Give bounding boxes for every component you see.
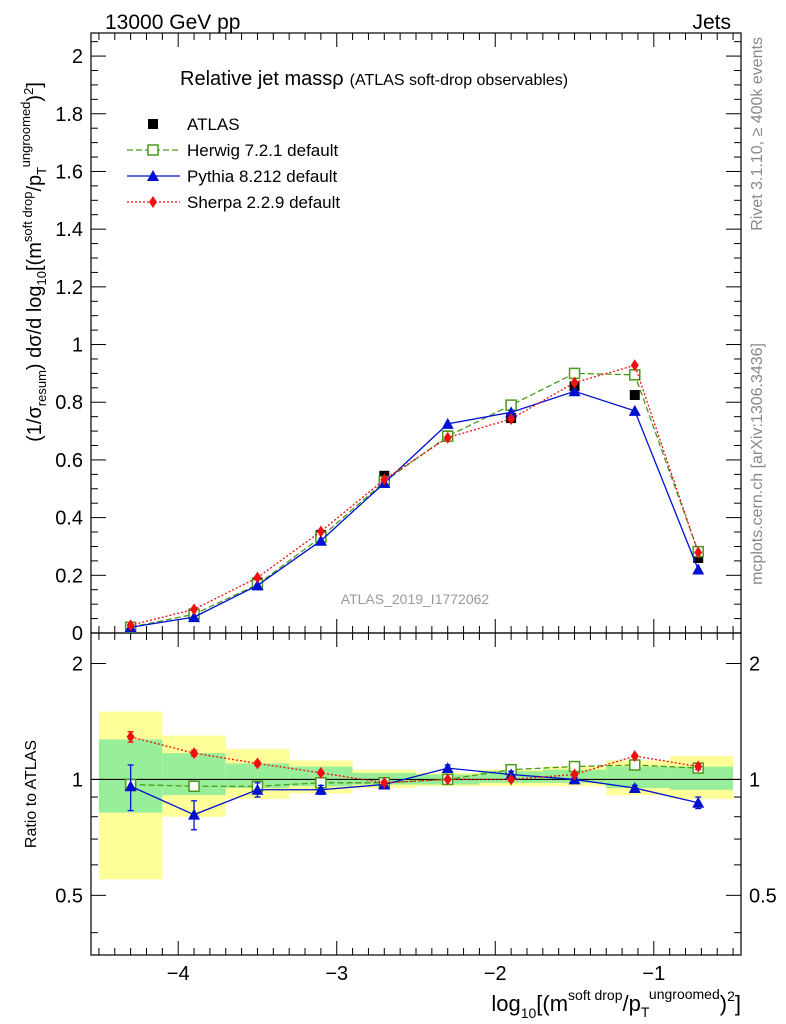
- y-tick-label: 1.4: [55, 219, 83, 241]
- legend-sherpa-label: Sherpa 2.2.9 default: [187, 193, 340, 212]
- pythia-point: [314, 534, 327, 546]
- x-axis-label: log10[(msoft drop/pTungroomed)2]: [491, 986, 741, 1021]
- y-tick-label: 0.4: [55, 508, 83, 530]
- sherpa-ratio-point: [507, 773, 516, 786]
- ratio-y-tick-label-right: 2: [749, 653, 760, 675]
- y-tick-label: 0.8: [55, 392, 83, 414]
- band-inner: [669, 766, 734, 790]
- y-tick-label: 0: [72, 623, 83, 645]
- legend-pythia-marker: [147, 170, 159, 181]
- chart-title: Relative jet massρ (ATLAS soft-drop obser…: [180, 68, 568, 90]
- axis-tick-labels: −4 −3 −2 −1 0 0.2 0.4 0.6 0.8 1 1.2 1.4 1.6 1.8 2 0.5 0.…: [55, 46, 777, 985]
- sherpa-point: [570, 376, 579, 389]
- axis-ticks: [91, 33, 741, 955]
- sherpa-point: [316, 525, 325, 538]
- band-inner: [606, 766, 670, 788]
- sherpa-point: [507, 412, 516, 425]
- y-tick-label: 2: [72, 46, 83, 68]
- x-tick-label: −2: [484, 963, 507, 985]
- ratio-series-pythia: [124, 762, 705, 831]
- pythia-ratio-point: [628, 781, 641, 793]
- ratio-series-sherpa: [126, 730, 703, 789]
- x-tick-label: −1: [642, 963, 665, 985]
- x-tick-label: −4: [167, 963, 190, 985]
- mcplots-label: mcplots.cern.ch [arXiv:1306.3436]: [749, 343, 766, 585]
- legend-sherpa-marker: [149, 196, 157, 208]
- legend-pythia-label: Pythia 8.212 default: [187, 167, 338, 186]
- y-tick-label: 0.6: [55, 450, 83, 472]
- sherpa-ratio-line: [130, 736, 699, 784]
- pythia-point: [505, 406, 518, 418]
- pythia-ratio-point: [692, 796, 705, 808]
- herwig-ratio-point: [188, 780, 200, 792]
- herwig-ratio-line: [130, 764, 699, 787]
- analysis-id: ATLAS_2019_I1772062: [341, 591, 490, 607]
- sherpa-point: [443, 431, 452, 444]
- series-layer: [124, 359, 705, 831]
- pythia-ratio-point: [188, 808, 201, 820]
- ratio-y-tick-label-right: 1: [749, 769, 760, 791]
- sherpa-point: [253, 571, 262, 584]
- ratio-y-axis-label: Ratio to ATLAS: [23, 740, 40, 848]
- sherpa-ratio-point: [443, 773, 452, 786]
- header-left: 13000 GeV pp: [105, 11, 240, 34]
- sherpa-ratio-point: [630, 750, 639, 763]
- legend: ATLAS Herwig 7.2.1 default Pythia 8.212 de…: [127, 115, 340, 212]
- pythia-point: [188, 611, 201, 623]
- y-tick-label: 1.6: [55, 161, 83, 183]
- pythia-point: [692, 563, 705, 575]
- pythia-ratio-point: [251, 783, 264, 795]
- y-tick-label: 1.2: [55, 277, 83, 299]
- ratio-y-tick-label: 1: [72, 769, 83, 791]
- legend-herwig-label: Herwig 7.2.1 default: [187, 141, 338, 160]
- pythia-point: [568, 385, 581, 397]
- sherpa-point: [630, 359, 639, 372]
- atlas-point: [629, 390, 640, 401]
- sherpa-point: [126, 619, 135, 632]
- pythia-point: [251, 579, 264, 591]
- y-tick-label: 1: [72, 335, 83, 357]
- pythia-point: [628, 404, 641, 416]
- ratio-y-tick-label: 2: [72, 653, 83, 675]
- sherpa-point: [694, 546, 703, 559]
- ratio-y-tick-label-right: 0.5: [749, 885, 777, 907]
- pythia-ratio-point: [124, 780, 137, 792]
- pythia-point: [441, 417, 454, 429]
- sherpa-ratio-point: [190, 747, 199, 760]
- sherpa-line: [130, 364, 699, 626]
- header-right: Jets: [692, 11, 731, 34]
- sherpa-ratio-point: [380, 776, 389, 789]
- legend-atlas-label: ATLAS: [187, 115, 240, 134]
- sherpa-point: [380, 473, 389, 486]
- ratio-uncertainty-bands: [98, 711, 734, 880]
- y-tick-label: 0.2: [55, 565, 83, 587]
- sherpa-ratio-point: [694, 760, 703, 773]
- pythia-line: [130, 390, 699, 628]
- herwig-line: [130, 372, 699, 628]
- pythia-ratio-point: [441, 762, 454, 774]
- legend-atlas-marker: [148, 119, 158, 129]
- sherpa-ratio-point: [126, 730, 135, 743]
- y-tick-label: 1.8: [55, 104, 83, 126]
- x-tick-label: −3: [325, 963, 348, 985]
- series-sherpa: [126, 359, 703, 632]
- pythia-ratio-line: [130, 767, 699, 816]
- series-pythia: [124, 385, 705, 633]
- rivet-label: Rivet 3.1.10, ≥ 400k events: [749, 37, 766, 231]
- sherpa-ratio-point: [570, 768, 579, 781]
- y-axis-label: (1/σresum) dσ/d log10[(msoft drop/pTungr…: [18, 82, 49, 442]
- ratio-y-tick-label: 0.5: [55, 885, 83, 907]
- legend-herwig-marker: [147, 144, 159, 156]
- pythia-ratio-point: [314, 783, 327, 795]
- sherpa-ratio-point: [316, 766, 325, 779]
- sherpa-ratio-point: [253, 757, 262, 770]
- sherpa-point: [190, 603, 199, 616]
